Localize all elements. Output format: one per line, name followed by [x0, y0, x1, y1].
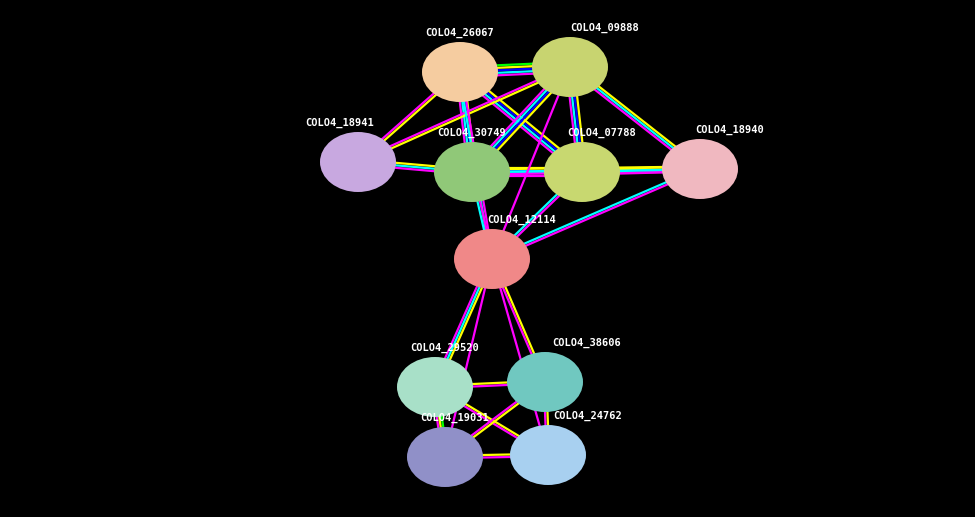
- Ellipse shape: [510, 425, 586, 485]
- Text: COLO4_38606: COLO4_38606: [553, 338, 621, 348]
- Ellipse shape: [320, 132, 396, 192]
- Ellipse shape: [507, 352, 583, 412]
- Ellipse shape: [407, 427, 483, 487]
- Text: COLO4_19031: COLO4_19031: [420, 413, 489, 423]
- Ellipse shape: [454, 229, 530, 289]
- Ellipse shape: [662, 139, 738, 199]
- Text: COLO4_24762: COLO4_24762: [554, 411, 622, 421]
- Text: COLO4_29520: COLO4_29520: [410, 343, 480, 353]
- Text: COLO4_12114: COLO4_12114: [488, 215, 557, 225]
- Text: COLO4_18941: COLO4_18941: [305, 118, 374, 128]
- Ellipse shape: [434, 142, 510, 202]
- Ellipse shape: [422, 42, 498, 102]
- Text: COLO4_30749: COLO4_30749: [438, 128, 506, 138]
- Text: COLO4_07788: COLO4_07788: [567, 128, 637, 138]
- Ellipse shape: [544, 142, 620, 202]
- Text: COLO4_18940: COLO4_18940: [695, 125, 764, 135]
- Text: COLO4_26067: COLO4_26067: [426, 28, 494, 38]
- Ellipse shape: [397, 357, 473, 417]
- Text: COLO4_09888: COLO4_09888: [570, 23, 640, 33]
- Ellipse shape: [532, 37, 608, 97]
